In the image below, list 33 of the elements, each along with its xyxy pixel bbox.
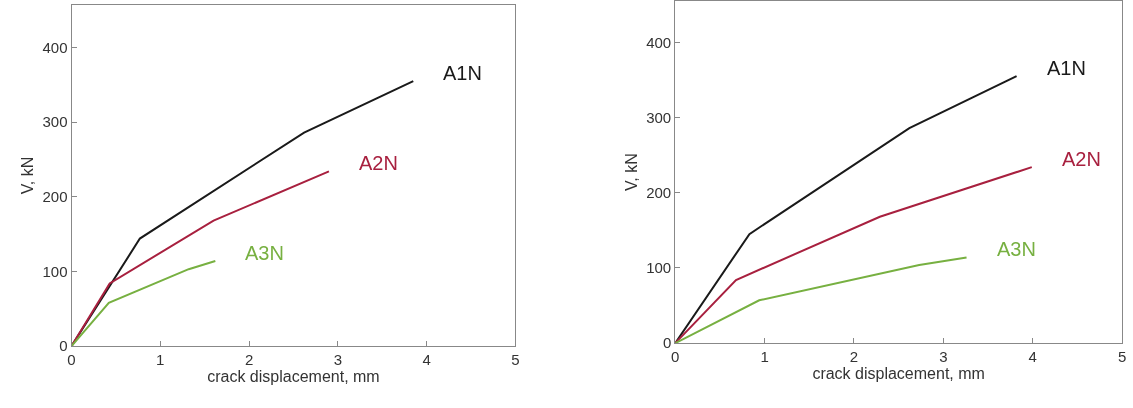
x-tick-label: 2 (244, 351, 254, 369)
line-series (675, 166, 1033, 344)
series-label: A1N (1047, 57, 1086, 79)
y-axis-title: V, kN (623, 153, 641, 191)
y-axis-title: V, kN (19, 156, 37, 195)
x-tick-label: 4 (1028, 348, 1037, 366)
x-tick-label: 3 (333, 351, 342, 369)
x-tick-label: 5 (1117, 348, 1127, 366)
x-axis-title: crack displacement, mm (812, 365, 985, 383)
x-axis-title: crack displacement, mm (207, 368, 380, 386)
line-series (71, 259, 217, 347)
series-label: A2N (359, 152, 398, 174)
x-tick-label: 3 (939, 348, 948, 366)
y-tick-label: 200 (646, 183, 672, 201)
series-label: A3N (997, 238, 1036, 260)
y-tick-label: 400 (646, 33, 672, 51)
x-tick-label: 1 (760, 348, 769, 366)
y-tick-label: 100 (646, 259, 672, 277)
y-tick-label: 0 (662, 334, 672, 352)
line-series (675, 256, 968, 344)
series-label: A2N (1062, 148, 1101, 170)
y-tick-label: 200 (42, 188, 68, 206)
x-tick-label: 5 (511, 351, 520, 369)
series-label: A1N (443, 62, 482, 84)
y-tick-label: 100 (42, 262, 68, 280)
y-tick-label: 0 (59, 337, 68, 355)
y-tick-label: 300 (42, 113, 68, 131)
x-tick-label: 4 (422, 351, 431, 369)
x-tick-label: 1 (156, 351, 165, 369)
y-tick-label: 300 (646, 108, 672, 126)
series-label: A3N (245, 242, 284, 264)
x-tick-label: 2 (849, 348, 859, 366)
y-tick-label: 400 (42, 38, 68, 56)
